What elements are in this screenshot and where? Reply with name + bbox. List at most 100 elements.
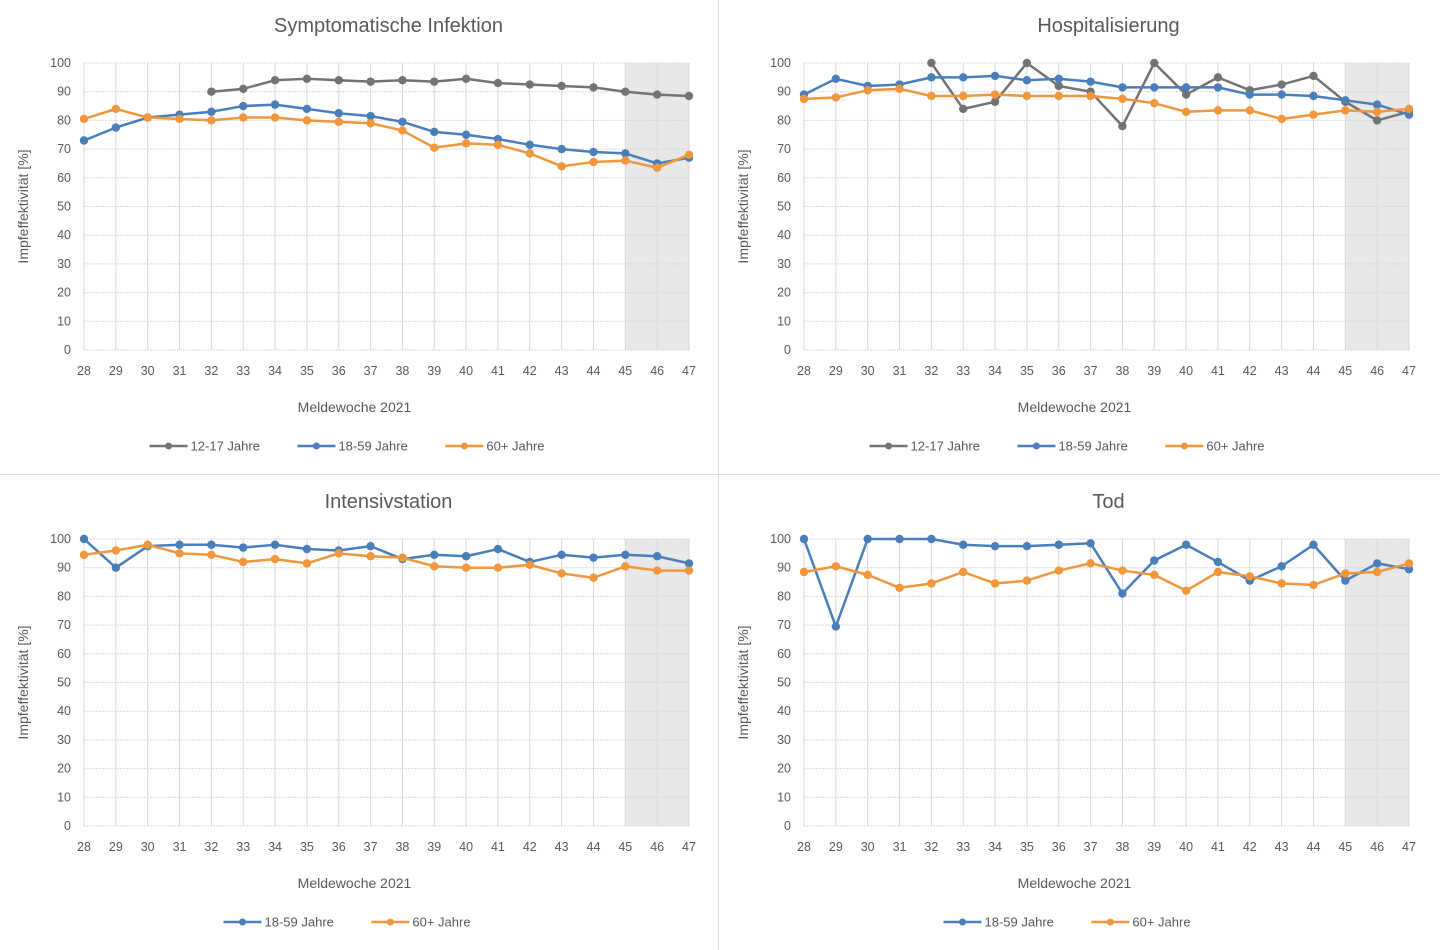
x-tick-label: 39: [427, 364, 441, 378]
x-axis-label: Meldewoche 2021: [1018, 875, 1132, 891]
x-tick-label: 29: [829, 840, 843, 854]
data-point: [302, 74, 312, 83]
y-axis-label: Impfeffektivität [%]: [15, 625, 31, 739]
data-point: [1341, 96, 1350, 105]
data-point: [1372, 100, 1382, 109]
chart-title: Hospitalisierung: [1037, 15, 1179, 37]
x-tick-label: 47: [1402, 364, 1416, 378]
gridlines: [83, 62, 690, 351]
y-tick-label: 20: [777, 286, 791, 300]
data-point: [927, 58, 936, 68]
x-tick-label: 31: [173, 840, 187, 854]
data-point: [557, 550, 566, 559]
data-point: [493, 563, 503, 572]
x-tick-label: 43: [1275, 840, 1289, 854]
x-tick-label: 40: [459, 364, 473, 378]
x-tick-label: 32: [924, 840, 938, 854]
data-point: [79, 534, 89, 544]
data-point: [525, 140, 534, 149]
legend: 12-17 Jahre 18-59 Jahre 60+ Jahre: [869, 439, 1265, 454]
x-tick-label: 45: [618, 840, 632, 854]
gridlines: [83, 538, 690, 827]
chart-svg: Tod 0 10 20 30 40 50 60 70 80 90 100 28 29 30 31 32 33 34 3…: [735, 491, 1416, 930]
y-tick-label: 80: [777, 589, 791, 603]
data-point: [430, 77, 439, 86]
y-tick-label: 100: [50, 532, 71, 546]
data-point: [207, 540, 216, 549]
x-tick-label: 47: [682, 364, 696, 378]
data-point: [430, 562, 439, 571]
legend-label: 12-17 Jahre: [191, 439, 260, 454]
legend-item-18-59-jahre: 18-59 Jahre: [297, 439, 408, 454]
legend-item-18-59-jahre: 18-59 Jahre: [1017, 439, 1128, 454]
x-tick-label: 37: [1084, 364, 1098, 378]
y-tick-label: 10: [777, 790, 791, 804]
y-tick-label: 90: [57, 561, 71, 575]
data-point: [461, 130, 471, 139]
data-point: [175, 540, 184, 549]
data-point: [895, 534, 904, 544]
chart-title: Tod: [1092, 491, 1124, 513]
x-tick-label: 45: [1338, 364, 1352, 378]
x-tick-label: 34: [268, 840, 282, 854]
data-point: [1309, 540, 1318, 549]
y-tick-label: 20: [57, 286, 71, 300]
series-18-59-jahre: [799, 71, 1414, 119]
y-tick-label: 60: [777, 171, 791, 185]
gridlines: [803, 538, 1410, 827]
data-point: [927, 73, 936, 82]
data-point: [1181, 586, 1191, 595]
data-point: [493, 544, 503, 554]
data-point: [461, 74, 471, 83]
series-line: [803, 562, 1410, 592]
x-tick-label: 32: [204, 840, 218, 854]
data-point: [652, 552, 662, 561]
x-tick-label: 33: [236, 840, 250, 854]
y-axis-label: Impfeffektivität [%]: [15, 149, 31, 263]
data-point: [895, 583, 904, 592]
legend-marker: [1032, 442, 1040, 450]
y-tick-label: 30: [57, 257, 71, 271]
series-line: [802, 537, 1410, 628]
x-tick-label: 30: [141, 364, 155, 378]
data-point: [1054, 74, 1063, 83]
data-point: [175, 549, 184, 558]
data-point: [621, 562, 630, 571]
legend-label: 60+ Jahre: [412, 915, 470, 930]
data-point: [1404, 104, 1414, 114]
chart-title: Intensivstation: [325, 491, 453, 513]
data-point: [207, 116, 216, 125]
data-point: [863, 570, 872, 580]
x-tick-label: 42: [1243, 840, 1257, 854]
data-point: [239, 543, 248, 552]
x-tick-label: 39: [1147, 840, 1161, 854]
y-tick-label: 0: [64, 819, 71, 833]
data-point: [1372, 559, 1382, 568]
x-tick-label: 46: [1370, 364, 1384, 378]
data-point: [239, 84, 248, 94]
y-tick-label: 50: [57, 200, 71, 214]
x-tick-label: 41: [491, 840, 505, 854]
data-point: [1150, 556, 1159, 565]
data-point: [1372, 116, 1382, 125]
data-point: [398, 117, 407, 127]
data-point: [831, 562, 841, 571]
series-line: [83, 107, 690, 170]
y-tick-label: 10: [57, 790, 71, 804]
x-tick-label: 42: [523, 364, 537, 378]
data-point: [990, 579, 1000, 588]
data-point: [1086, 539, 1095, 548]
data-point: [589, 573, 598, 582]
y-tick-label: 50: [777, 676, 791, 690]
y-tick-label: 60: [57, 171, 71, 185]
y-axis-label: Impfeffektivität [%]: [735, 149, 751, 263]
data-point: [270, 100, 280, 109]
data-point: [1181, 83, 1191, 92]
data-point: [1118, 566, 1127, 575]
y-tick-label: 30: [777, 257, 791, 271]
y-tick-label: 50: [57, 676, 71, 690]
x-tick-label: 39: [1147, 364, 1161, 378]
data-point: [831, 93, 841, 102]
legend-item-60-jahre: 60+ Jahre: [445, 439, 545, 454]
chart-panel-symptomatische-infektion: Symptomatische Infektion 0 10 20 30 40 50 60 70 8…: [0, 0, 718, 473]
